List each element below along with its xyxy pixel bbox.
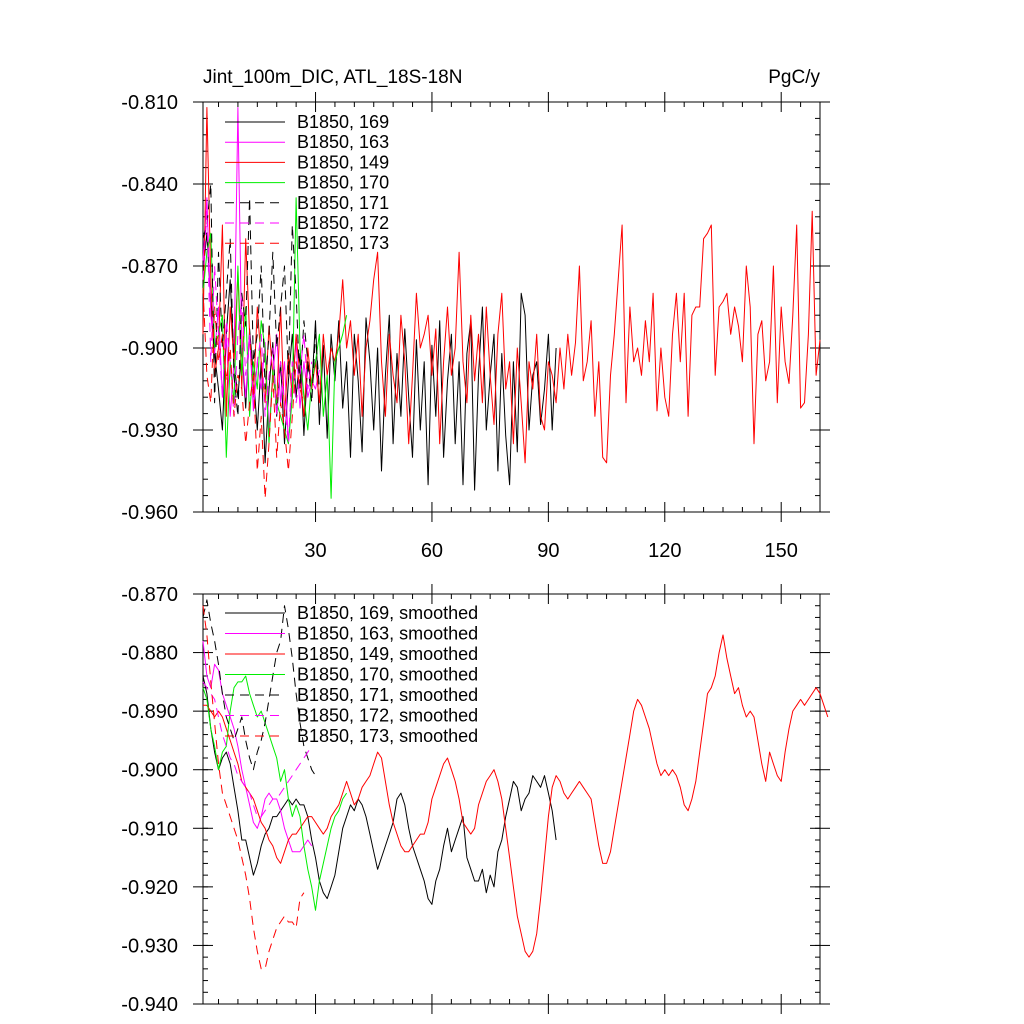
series-line-5	[202, 183, 320, 417]
legend-label: B1850, 172, smoothed	[297, 706, 478, 726]
series-line-3	[202, 107, 821, 464]
y-tick-label: -0.920	[121, 877, 178, 899]
legend-label: B1850, 149, smoothed	[297, 644, 478, 664]
y-tick-label: -0.840	[121, 174, 178, 196]
series-line-1	[202, 232, 557, 491]
y-tick-label: -0.930	[121, 420, 178, 442]
legend-label: B1850, 170, smoothed	[297, 665, 478, 685]
y-tick-label: -0.910	[121, 818, 178, 840]
y-tick-label: -0.960	[121, 502, 178, 524]
legend-label: B1850, 163, smoothed	[297, 624, 478, 644]
series-line-6	[202, 681, 313, 818]
series-line-7	[202, 605, 305, 970]
y-tick-label: -0.900	[121, 760, 178, 782]
legend-label: B1850, 171, smoothed	[297, 685, 478, 705]
y-tick-label: -0.940	[121, 994, 178, 1016]
legend-label: B1850, 171	[297, 193, 389, 213]
series-line-5	[202, 599, 320, 777]
plot-frame	[202, 593, 821, 1005]
y-tick-label: -0.890	[121, 701, 178, 723]
series-line-4	[202, 675, 348, 911]
legend-label: B1850, 149	[297, 152, 389, 172]
series-line-3	[203, 634, 829, 958]
y-tick-label: -0.930	[121, 935, 178, 957]
legend-label: B1850, 169	[297, 112, 389, 132]
plot-frame	[202, 101, 821, 513]
series-line-2	[202, 107, 320, 445]
series-group	[202, 107, 821, 499]
y-tick-label: -0.870	[121, 584, 178, 606]
y-tick-label: -0.900	[121, 338, 178, 360]
x-tick-label: 30	[304, 540, 326, 562]
x-tick-label: 120	[648, 540, 681, 562]
legend-label: B1850, 170	[297, 173, 389, 193]
units-label: PgC/y	[768, 67, 820, 88]
x-tick-label: 150	[765, 540, 798, 562]
legend-label: B1850, 163	[297, 132, 389, 152]
y-tick-label: -0.870	[121, 256, 178, 278]
y-tick-label: -0.880	[121, 643, 178, 665]
series-group	[202, 599, 829, 970]
x-tick-label: 60	[421, 540, 443, 562]
y-tick-label: -0.810	[121, 92, 178, 114]
series-line-7	[202, 287, 305, 499]
top-panel: Jint_100m_DIC, ATL_18S-18N PgC/y 30 60 90 120…	[121, 67, 830, 562]
chart-title: Jint_100m_DIC, ATL_18S-18N	[203, 67, 462, 88]
x-tick-label: 90	[537, 540, 559, 562]
legend-label: B1850, 173, smoothed	[297, 726, 478, 746]
legend-label: B1850, 172	[297, 213, 389, 233]
legend-label: B1850, 169, smoothed	[297, 603, 478, 623]
bottom-panel: -0.940 -0.930 -0.920 -0.910 -0.900 -0.890 -0.8…	[121, 584, 830, 1016]
series-line-1	[202, 675, 557, 905]
series-line-6	[202, 210, 313, 445]
series-line-4	[202, 197, 348, 499]
legend-label: B1850, 173	[297, 233, 389, 253]
